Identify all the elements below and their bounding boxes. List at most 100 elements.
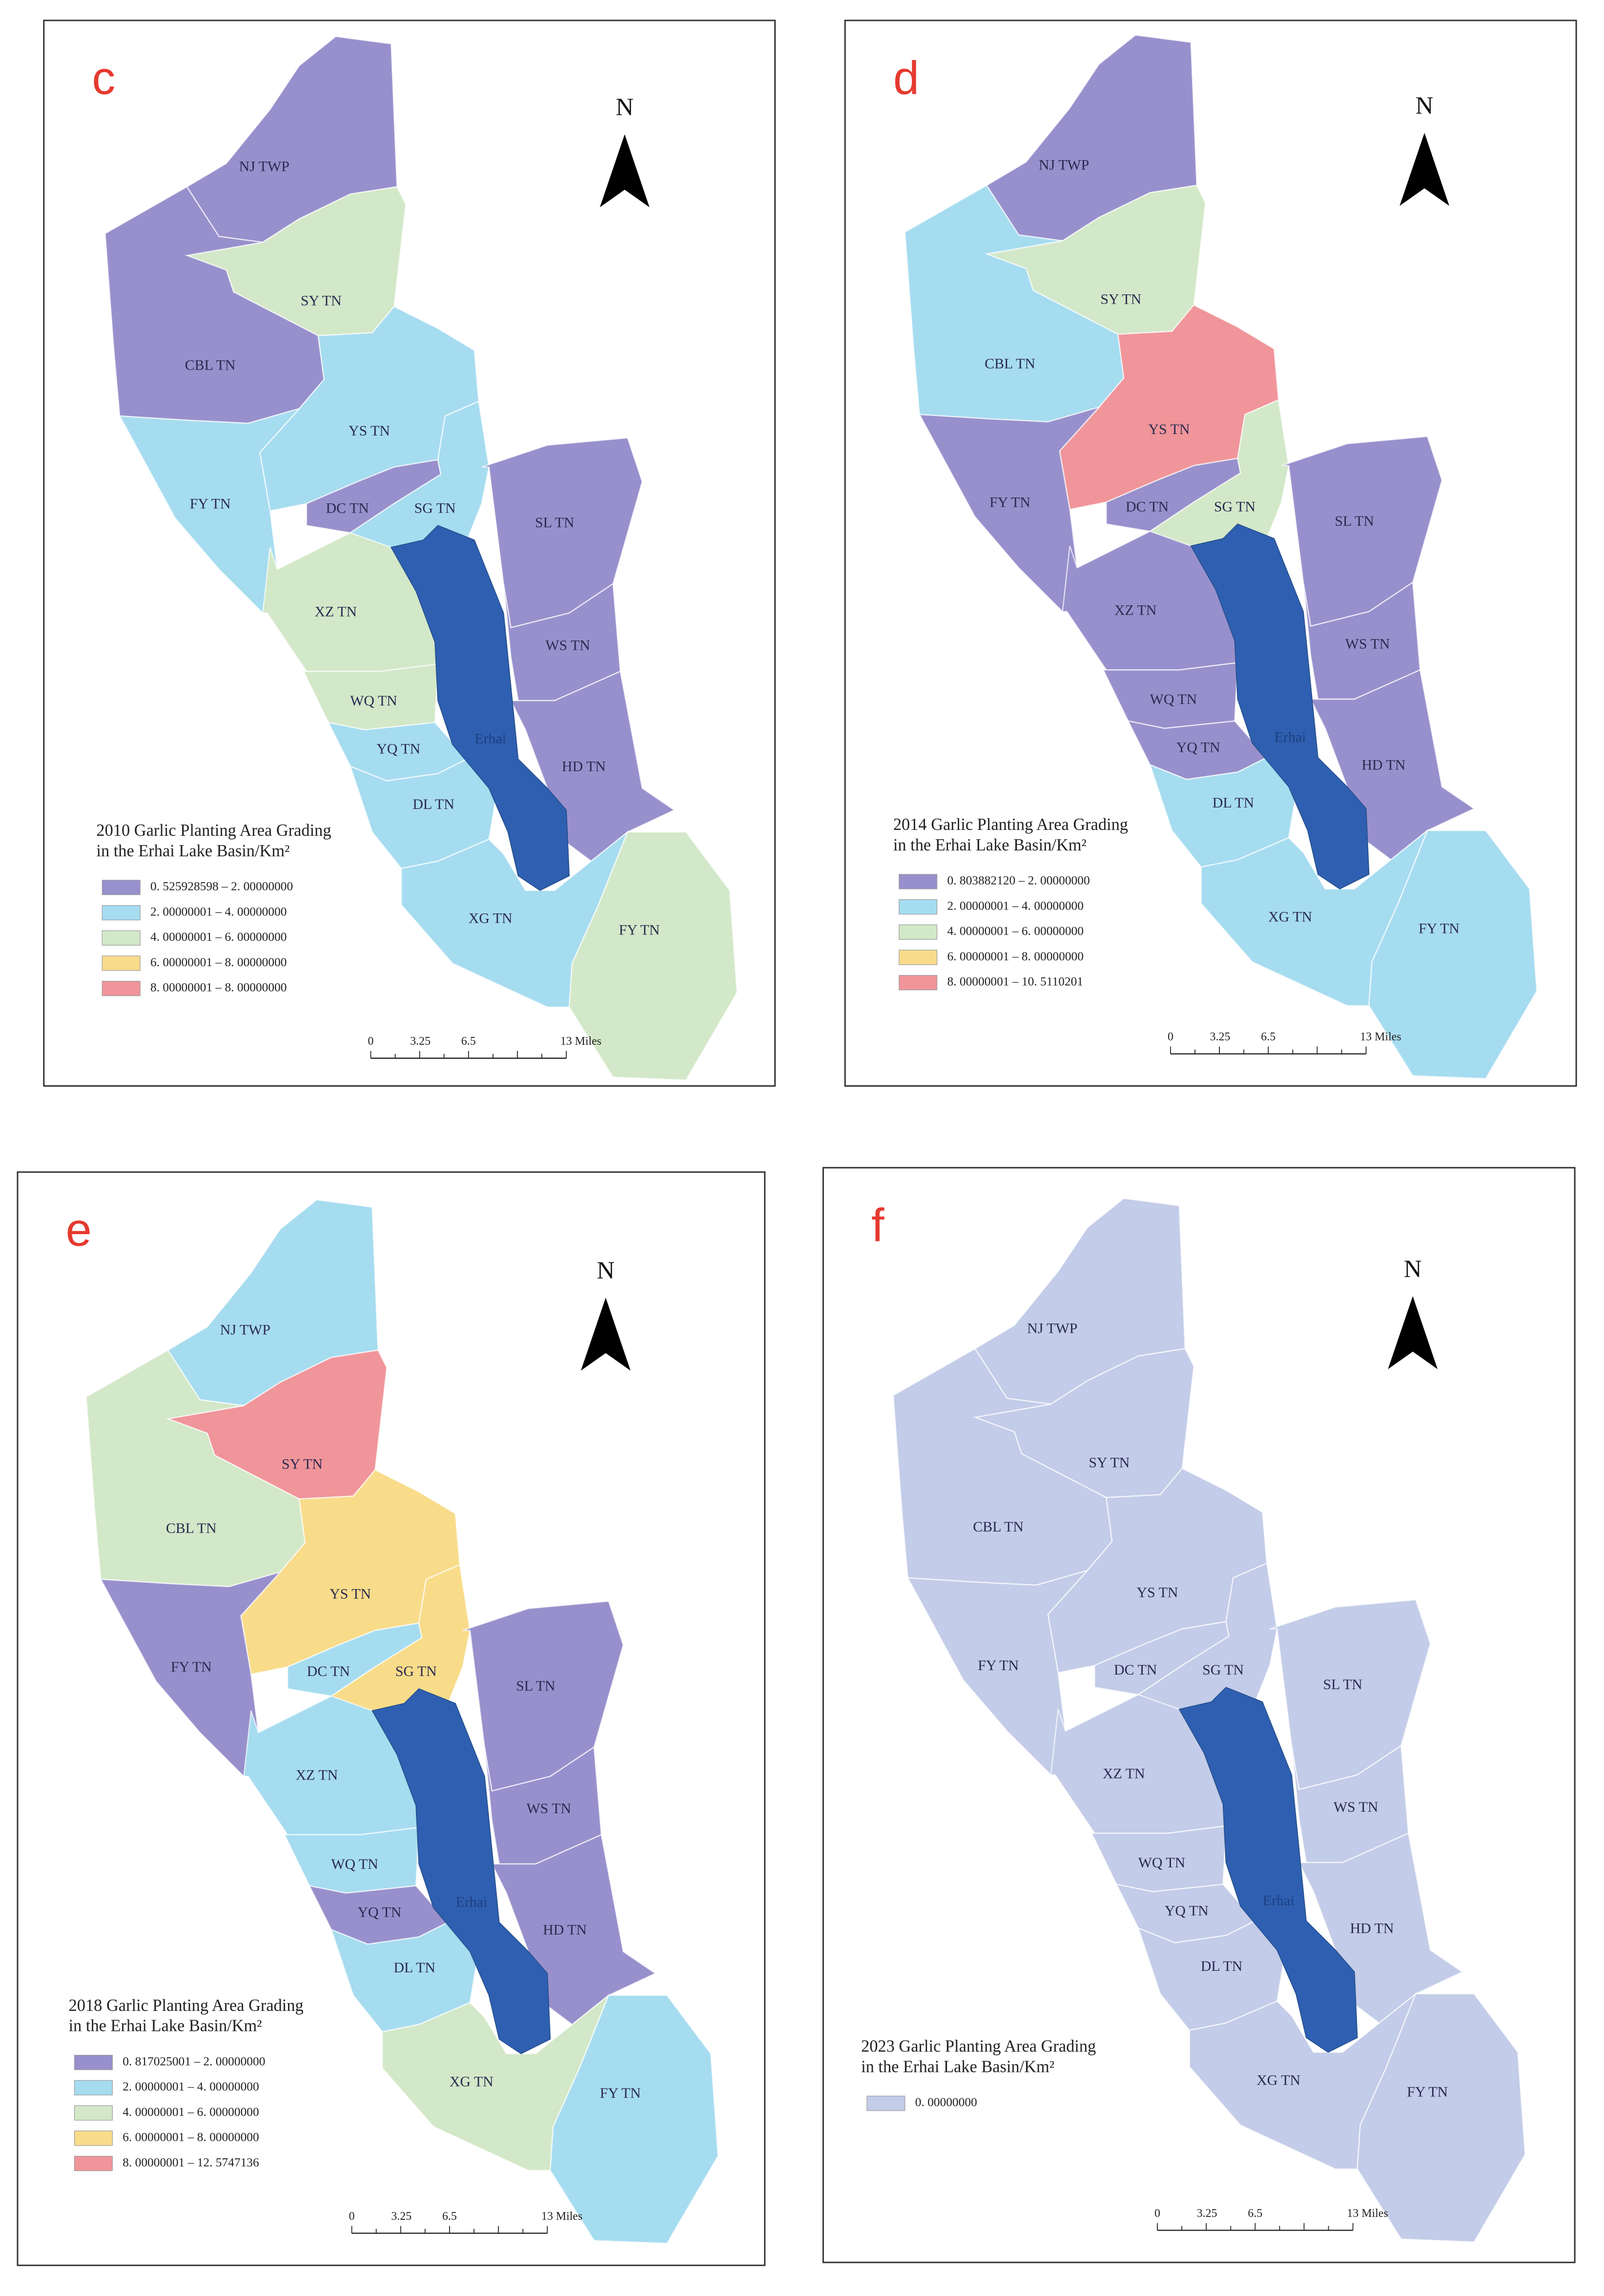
region-label: XZ TN — [314, 604, 357, 620]
north-label: N — [597, 1257, 615, 1284]
lake-label: Erhai — [1275, 729, 1306, 745]
region-label: XZ TN — [296, 1767, 338, 1783]
legend-label: 8. 00000001 – 12. 5747136 — [123, 2155, 259, 2169]
north-label: N — [1416, 92, 1434, 119]
legend-label: 0. 525928598 – 2. 00000000 — [150, 880, 293, 893]
legend-label: 0. 803882120 – 2. 00000000 — [947, 874, 1090, 888]
legend-swatch — [74, 2055, 113, 2070]
region — [1149, 757, 1297, 868]
map-panel: e NJ TWP SY TN CBL TN YS TN FY TN DC TN SG TN SL… — [17, 1171, 766, 2266]
scale-label: 0 — [1154, 2207, 1160, 2220]
legend-label: 8. 00000001 – 10. 5110201 — [947, 975, 1083, 989]
legend-label: 4. 00000001 – 6. 00000000 — [947, 924, 1083, 938]
region-label: DC TN — [307, 1663, 350, 1679]
region-label: YQ TN — [1176, 740, 1220, 756]
lake — [1178, 1687, 1358, 2053]
legend-swatch — [899, 899, 938, 915]
region-label: YQ TN — [357, 1904, 401, 1921]
region-label: YS TN — [1148, 421, 1190, 437]
lake — [390, 525, 570, 891]
region-label: XZ TN — [1114, 602, 1157, 619]
legend-title: in the Erhai Lake Basin/Km² — [893, 836, 1087, 854]
region-label: DL TN — [1201, 1958, 1242, 1974]
scale-label: 0 — [1168, 1031, 1173, 1043]
region-label: WQ TN — [1138, 1855, 1186, 1871]
scale-label: 13 Miles — [1360, 1031, 1401, 1043]
panel-letter: e — [66, 1204, 92, 1256]
legend-swatch — [102, 955, 141, 971]
legend-swatch — [74, 2155, 113, 2172]
legend-swatch — [102, 981, 141, 996]
region-label: WS TN — [1345, 636, 1390, 652]
region-label: SG TN — [1214, 498, 1255, 515]
region-label: FY TN — [1419, 920, 1460, 936]
scale-label: 6.5 — [1261, 1031, 1275, 1043]
scale-label: 13 Miles — [560, 1035, 601, 1048]
region — [119, 407, 301, 614]
region-label: SL TN — [1335, 513, 1374, 529]
region — [568, 831, 738, 1081]
region-label: HD TN — [1350, 1920, 1394, 1936]
region-label: YS TN — [329, 1586, 371, 1602]
region-label: YQ TN — [1165, 1903, 1209, 1919]
legend-label: 2. 00000001 – 4. 00000000 — [123, 2080, 259, 2093]
legend-swatch — [899, 924, 938, 940]
map-panel: c NJ TWP SY TN CBL TN YS TN FY TN DC TN SG TN SL… — [43, 20, 776, 1087]
region-label: NJ TWP — [1039, 157, 1089, 173]
north-label: N — [1404, 1255, 1422, 1282]
region-label: XZ TN — [1103, 1765, 1145, 1781]
north-arrow — [1388, 1296, 1438, 1369]
region-label: SY TN — [301, 293, 342, 309]
scale-label: 13 Miles — [1347, 2207, 1388, 2220]
region-label: SY TN — [1089, 1455, 1130, 1471]
legend-label: 4. 00000001 – 6. 00000000 — [150, 930, 287, 944]
region-label: SL TN — [1323, 1676, 1362, 1693]
legend-title: in the Erhai Lake Basin/Km² — [96, 842, 289, 860]
region — [918, 406, 1101, 613]
legend-label: 6. 00000001 – 8. 00000000 — [123, 2131, 259, 2144]
region-label: SL TN — [516, 1678, 555, 1694]
region-label: CBL TN — [973, 1519, 1024, 1535]
lake — [371, 1688, 551, 2054]
region-label: YS TN — [349, 423, 390, 439]
region — [1368, 830, 1538, 1079]
region-label: WS TN — [545, 637, 590, 653]
region-label: DC TN — [1114, 1662, 1157, 1678]
legend-swatch — [899, 874, 938, 889]
region-label: XG TN — [469, 910, 513, 926]
scale-label: 0 — [349, 2210, 355, 2223]
region-label: SY TN — [1100, 291, 1141, 308]
legend-swatch — [866, 2095, 905, 2111]
scale-label: 13 Miles — [541, 2210, 582, 2223]
region-label: DC TN — [1126, 498, 1169, 515]
north-label: N — [616, 93, 634, 121]
legend-swatch — [102, 930, 141, 946]
region-label: FY TN — [171, 1659, 212, 1675]
lake-label: Erhai — [1263, 1893, 1295, 1909]
north-arrow — [581, 1297, 631, 1371]
region-label: NJ TWP — [1027, 1321, 1077, 1337]
region — [1137, 1920, 1285, 2031]
region-label: WS TN — [526, 1800, 571, 1817]
legend-swatch — [102, 905, 141, 921]
scale-label: 6.5 — [1248, 2207, 1262, 2220]
region-label: XG TN — [450, 2073, 494, 2089]
region-label: CBL TN — [166, 1520, 217, 1536]
region — [349, 758, 497, 869]
legend-title: 2023 Garlic Planting Area Grading — [861, 2037, 1096, 2056]
scale-label: 6.5 — [442, 2210, 457, 2223]
legend-label: 0. 817025001 – 2. 00000000 — [123, 2054, 265, 2068]
legend-title: 2010 Garlic Planting Area Grading — [96, 821, 331, 840]
region-label: FY TN — [989, 494, 1030, 510]
region-label: FY TN — [978, 1657, 1019, 1674]
legend-label: 0. 00000000 — [915, 2095, 977, 2109]
legend-label: 2. 00000001 – 4. 00000000 — [947, 899, 1083, 912]
scale-label: 3.25 — [391, 2210, 411, 2223]
scale-label: 3.25 — [1197, 2207, 1217, 2220]
region-label: NJ TWP — [239, 159, 289, 175]
region — [1357, 1993, 1526, 2243]
region-label: SY TN — [282, 1456, 323, 1472]
region — [550, 1994, 719, 2244]
panel-letter: d — [893, 52, 919, 104]
region-label: SG TN — [395, 1663, 437, 1679]
